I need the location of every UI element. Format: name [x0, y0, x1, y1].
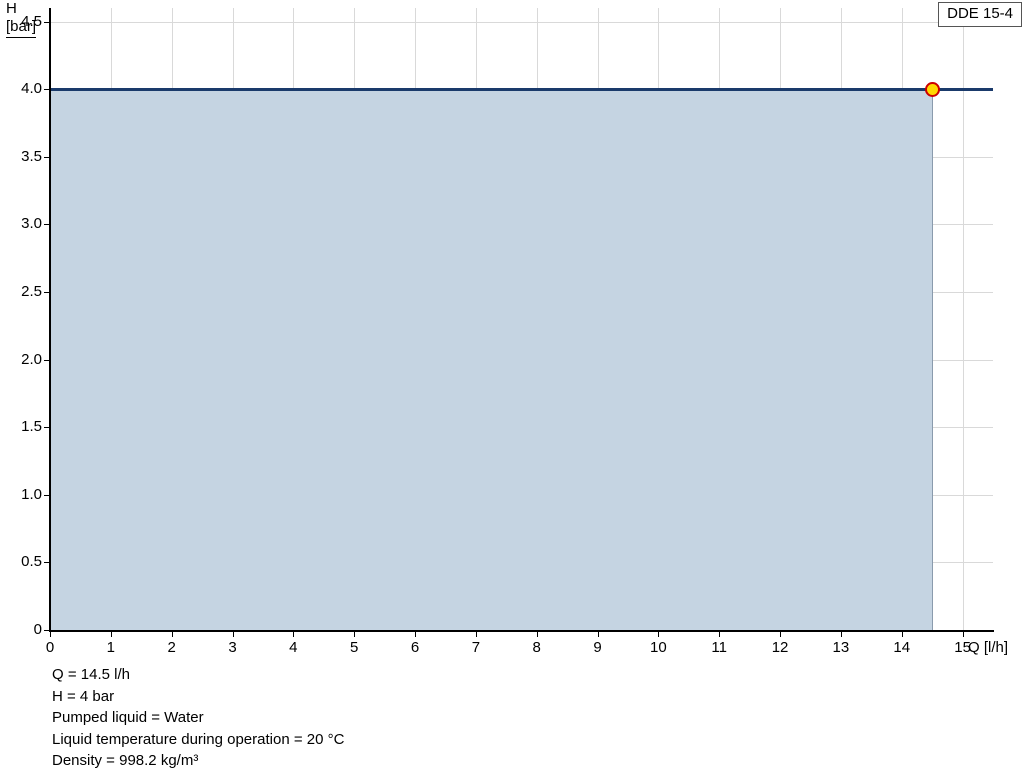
x-axis-tick-label: 14 — [893, 639, 911, 656]
x-axis-tick-label: 1 — [106, 639, 115, 656]
note-density: Density = 998.2 kg/m³ — [52, 752, 199, 769]
x-axis-tick-label: 2 — [167, 639, 176, 656]
x-axis-tick-label: 3 — [228, 639, 237, 656]
x-axis-tick — [840, 632, 842, 637]
y-axis-tick-label: 1.0 — [21, 485, 42, 503]
x-axis-tick — [50, 632, 51, 637]
x-axis-tick-label: 12 — [771, 639, 789, 656]
grid-line-horizontal — [50, 21, 993, 23]
plot-area — [50, 8, 993, 630]
x-axis-tick-label: 13 — [832, 639, 850, 656]
y-axis-tick — [44, 156, 49, 158]
duty-point-marker[interactable] — [924, 81, 940, 97]
y-axis-tick-label: 2.0 — [21, 350, 42, 368]
x-axis-tick-label: 9 — [593, 639, 602, 656]
y-axis-tick — [44, 21, 49, 23]
note-liquid-temperature: Liquid temperature during operation = 20… — [52, 730, 345, 748]
y-axis-tick — [44, 630, 49, 631]
operating-conditions-notes: Q = 14.5 l/h H = 4 bar Pumped liquid = W… — [52, 664, 344, 772]
y-axis-tick-label: 0.5 — [21, 553, 42, 571]
x-axis-tick — [719, 632, 721, 637]
x-axis-tick — [901, 632, 903, 637]
x-axis-tick-label: 4 — [289, 639, 298, 656]
x-axis-tick-label: 10 — [650, 639, 667, 656]
y-axis-tick — [44, 359, 49, 361]
x-axis-tick — [780, 632, 782, 637]
x-axis-tick-label: 15 — [954, 639, 971, 656]
performance-area-fill — [50, 89, 934, 630]
y-axis-title: H [bar] — [6, 0, 37, 38]
legend-model-label: DDE 15-4 — [947, 5, 1013, 22]
x-axis-tick — [658, 632, 660, 637]
y-axis-tick — [44, 291, 49, 293]
x-axis-tick-label: 6 — [410, 639, 420, 656]
y-axis-line — [49, 8, 51, 632]
x-axis-tick-label: 5 — [350, 639, 359, 656]
x-axis-tick — [232, 632, 234, 637]
x-axis-title: Q [l/h] — [968, 639, 1009, 656]
x-axis-tick — [293, 632, 295, 637]
y-axis-tick-label: 3.5 — [21, 147, 42, 165]
y-axis-tick — [44, 89, 49, 91]
x-axis-tick — [110, 632, 112, 637]
grid-line-vertical — [962, 8, 964, 630]
y-axis-tick-label: 0 — [33, 621, 42, 638]
y-axis-tick — [44, 427, 49, 429]
y-axis-tick — [44, 562, 49, 564]
y-axis-tick-label: 2.5 — [21, 282, 42, 300]
note-flow: Q = 14.5 l/h — [52, 666, 130, 683]
x-axis-tick-label: 0 — [45, 639, 55, 656]
x-axis-tick — [475, 632, 477, 637]
y-axis-tick — [44, 494, 49, 496]
y-axis-tick-label: 4.5 — [21, 12, 42, 30]
x-axis-tick-label: 8 — [532, 639, 541, 656]
y-axis-title-unit: [bar] — [6, 18, 37, 38]
y-axis-tick-label: 3.0 — [21, 215, 42, 233]
legend-box: DDE 15-4 — [938, 2, 1022, 27]
x-axis-line — [49, 630, 994, 632]
x-axis-tick-label: 11 — [711, 639, 727, 656]
x-axis-tick — [415, 632, 417, 637]
note-pumped-liquid: Pumped liquid = Water — [52, 709, 204, 726]
y-axis-title-symbol: H — [6, 0, 17, 17]
note-head: H = 4 bar — [52, 687, 115, 705]
performance-curve — [50, 88, 993, 92]
y-axis-tick — [44, 224, 49, 226]
x-axis-tick — [171, 632, 173, 637]
x-axis-tick-label: 7 — [471, 639, 481, 656]
x-axis-tick — [536, 632, 538, 637]
x-axis-tick — [354, 632, 356, 637]
x-axis-tick — [962, 632, 964, 637]
y-axis-tick-label: 4.0 — [21, 80, 42, 98]
x-axis-tick — [597, 632, 599, 637]
y-axis-tick-label: 1.5 — [21, 418, 42, 436]
